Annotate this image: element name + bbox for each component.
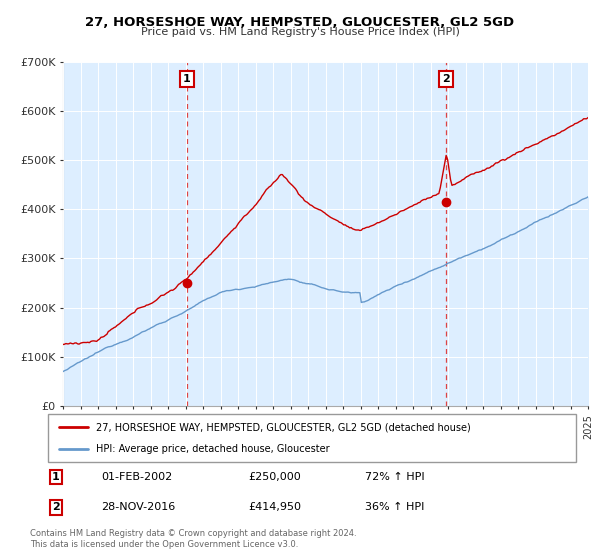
- Text: 28-NOV-2016: 28-NOV-2016: [101, 502, 175, 512]
- Text: £414,950: £414,950: [248, 502, 302, 512]
- Text: HPI: Average price, detached house, Gloucester: HPI: Average price, detached house, Glou…: [95, 444, 329, 454]
- Text: Price paid vs. HM Land Registry's House Price Index (HPI): Price paid vs. HM Land Registry's House …: [140, 27, 460, 37]
- Text: 36% ↑ HPI: 36% ↑ HPI: [365, 502, 424, 512]
- Text: 1: 1: [52, 472, 60, 482]
- Text: 27, HORSESHOE WAY, HEMPSTED, GLOUCESTER, GL2 5GD (detached house): 27, HORSESHOE WAY, HEMPSTED, GLOUCESTER,…: [95, 422, 470, 432]
- Text: 27, HORSESHOE WAY, HEMPSTED, GLOUCESTER, GL2 5GD: 27, HORSESHOE WAY, HEMPSTED, GLOUCESTER,…: [85, 16, 515, 29]
- Text: £250,000: £250,000: [248, 472, 301, 482]
- Text: Contains HM Land Registry data © Crown copyright and database right 2024.
This d: Contains HM Land Registry data © Crown c…: [30, 529, 356, 549]
- Text: 01-FEB-2002: 01-FEB-2002: [101, 472, 172, 482]
- Text: 1: 1: [183, 74, 191, 83]
- Text: 2: 2: [52, 502, 60, 512]
- Text: 72% ↑ HPI: 72% ↑ HPI: [365, 472, 424, 482]
- Text: 2: 2: [443, 74, 451, 83]
